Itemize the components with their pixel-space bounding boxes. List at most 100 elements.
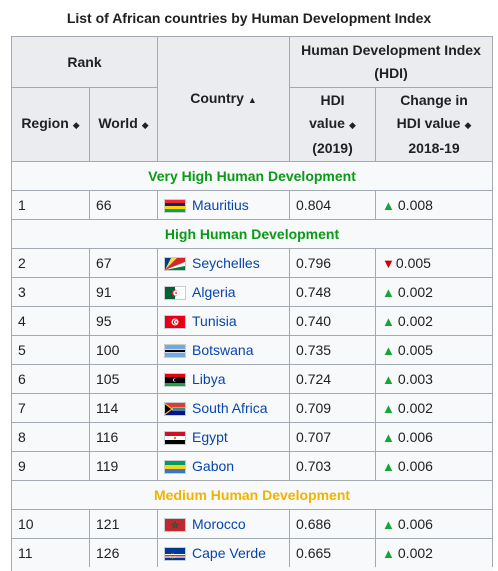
hdi-change-cell: ▲ 0.002: [375, 393, 494, 423]
morocco-flag-icon[interactable]: [164, 518, 187, 532]
cropped-edge: [11, 567, 493, 571]
table-row: 1 66 Mauritius 0.804 ▲ 0.008: [11, 190, 494, 220]
country-cell: Botswana: [157, 335, 291, 365]
country-link[interactable]: Botswana: [192, 342, 254, 358]
sort-icon[interactable]: ▲︎: [247, 94, 257, 105]
region-rank-cell: 11: [11, 538, 90, 568]
world-rank-cell: 95: [88, 306, 159, 336]
sort-icon[interactable]: ◆: [348, 120, 356, 130]
country-link[interactable]: Morocco: [192, 516, 246, 532]
hdi-header: Human Development Index (HDI): [289, 36, 494, 88]
hdi-change-cell: ▲ 0.002: [375, 306, 494, 336]
table-row: 8 116 Egypt 0.707 ▲ 0.006: [11, 422, 494, 452]
country-header[interactable]: Country ▲︎: [157, 36, 291, 162]
hdi-value-cell: 0.703: [289, 451, 377, 481]
libya-flag-icon[interactable]: [164, 373, 187, 387]
country-cell: Morocco: [157, 509, 291, 539]
hdi-value-cell: 0.804: [289, 190, 377, 220]
region-rank-cell: 6: [11, 364, 90, 394]
increase-triangle-icon: ▲: [382, 314, 395, 329]
change-value: 0.005: [395, 255, 431, 271]
hdi-value-cell: 0.740: [289, 306, 377, 336]
increase-triangle-icon: ▲: [382, 430, 395, 445]
egypt-flag-icon[interactable]: [164, 431, 187, 445]
south-africa-flag-icon[interactable]: [164, 402, 187, 416]
country-link[interactable]: Algeria: [192, 284, 236, 300]
world-rank-cell: 100: [88, 335, 159, 365]
sort-icon[interactable]: ◆: [72, 120, 80, 130]
hdi-change-cell: ▲ 0.005: [375, 335, 494, 365]
change-value: 0.006: [397, 516, 433, 532]
change-value: 0.005: [397, 342, 433, 358]
decrease-triangle-icon: ▼: [382, 256, 395, 271]
table-body: Very High Human Development 1 66 Mauritius 0…: [10, 161, 494, 568]
change-value: 0.003: [397, 371, 433, 387]
seychelles-flag-icon[interactable]: [164, 257, 187, 271]
country-link[interactable]: South Africa: [192, 400, 268, 416]
hdi-change-cell: ▲ 0.002: [375, 538, 494, 568]
rank-header: Rank: [10, 36, 159, 88]
table-row: 3 91 Algeria 0.748 ▲ 0.002: [11, 277, 494, 307]
country-cell: Libya: [157, 364, 291, 394]
world-rank-cell: 119: [88, 451, 159, 481]
algeria-flag-icon[interactable]: [164, 286, 187, 300]
table-row: 5 100 Botswana 0.735 ▲ 0.005: [11, 335, 494, 365]
change-header[interactable]: Change in HDI value ◆ 2018-19: [375, 87, 494, 162]
increase-triangle-icon: ▲: [382, 372, 395, 387]
section-title: High Human Development: [10, 219, 494, 249]
world-rank-cell: 105: [88, 364, 159, 394]
sort-icon[interactable]: ◆: [464, 120, 472, 130]
country-link[interactable]: Tunisia: [192, 313, 237, 329]
country-cell: South Africa: [157, 393, 291, 423]
country-cell: Egypt: [157, 422, 291, 452]
table-row: 10 121 Morocco 0.686 ▲ 0.006: [11, 509, 494, 539]
region-rank-cell: 9: [11, 451, 90, 481]
world-header[interactable]: World ◆: [88, 87, 159, 162]
tunisia-flag-icon[interactable]: [164, 315, 187, 329]
change-value: 0.002: [397, 313, 433, 329]
mauritius-flag-icon[interactable]: [164, 199, 187, 213]
country-link[interactable]: Libya: [192, 371, 226, 387]
hdi-change-cell: ▲ 0.006: [375, 422, 494, 452]
change-value: 0.002: [397, 400, 433, 416]
country-link[interactable]: Seychelles: [192, 255, 260, 271]
section-row: High Human Development: [10, 219, 494, 249]
world-rank-cell: 66: [88, 190, 159, 220]
hdi-value-cell: 0.796: [289, 248, 377, 278]
change-value: 0.002: [397, 284, 433, 300]
region-rank-cell: 3: [11, 277, 90, 307]
table-row: 11 126 Cape Verde 0.665 ▲ 0.002: [11, 538, 494, 568]
increase-triangle-icon: ▲: [382, 546, 395, 561]
country-link[interactable]: Egypt: [192, 429, 228, 445]
hdi-value-cell: 0.686: [289, 509, 377, 539]
hdi-table: Rank Country ▲︎ Human Development Index (H…: [10, 36, 494, 568]
hdi-value-header[interactable]: HDI value ◆ (2019): [289, 87, 377, 162]
country-link[interactable]: Cape Verde: [192, 545, 266, 561]
botswana-flag-icon[interactable]: [164, 344, 187, 358]
country-link[interactable]: Mauritius: [192, 197, 249, 213]
table-row: 7 114 South Africa 0.709 ▲ 0.002: [11, 393, 494, 423]
world-rank-cell: 67: [88, 248, 159, 278]
gabon-flag-icon[interactable]: [164, 460, 187, 474]
table-caption: List of African countries by Human Devel…: [66, 10, 432, 26]
change-value: 0.008: [397, 197, 433, 213]
sort-icon[interactable]: ◆: [141, 120, 149, 130]
country-cell: Cape Verde: [157, 538, 291, 568]
country-cell: Mauritius: [157, 190, 291, 220]
hdi-change-cell: ▲ 0.006: [375, 509, 494, 539]
cape-verde-flag-icon[interactable]: [164, 547, 187, 561]
hdi-value-cell: 0.735: [289, 335, 377, 365]
world-rank-cell: 126: [88, 538, 159, 568]
section-title: Medium Human Development: [10, 480, 494, 510]
hdi-value-cell: 0.748: [289, 277, 377, 307]
world-rank-cell: 121: [88, 509, 159, 539]
table-row: 9 119 Gabon 0.703 ▲ 0.006: [11, 451, 494, 481]
region-rank-cell: 10: [11, 509, 90, 539]
table-row: 4 95 Tunisia 0.740 ▲ 0.002: [11, 306, 494, 336]
hdi-change-cell: ▲ 0.002: [375, 277, 494, 307]
country-link[interactable]: Gabon: [192, 458, 235, 474]
country-cell: Tunisia: [157, 306, 291, 336]
world-rank-cell: 114: [88, 393, 159, 423]
region-header[interactable]: Region ◆: [11, 87, 90, 162]
